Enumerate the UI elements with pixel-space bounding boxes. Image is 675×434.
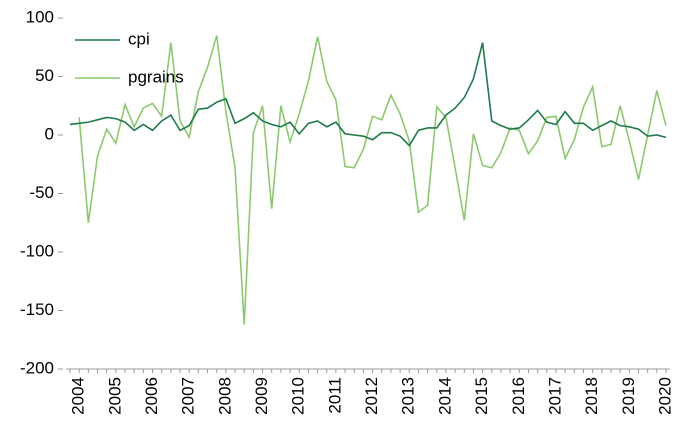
y-tick-label: 0: [45, 124, 54, 143]
x-tick-label: 2015: [472, 377, 491, 415]
y-tick-label: 50: [35, 66, 54, 85]
legend-label: pgrains: [128, 67, 184, 86]
x-tick-label: 2009: [252, 377, 271, 415]
x-tick-label: 2013: [399, 377, 418, 415]
x-tick-label: 2012: [362, 377, 381, 415]
x-tick-label: 2006: [142, 377, 161, 415]
series-line: [78, 35, 667, 325]
x-tick-label: 2017: [545, 377, 564, 415]
y-tick-label: 100: [26, 7, 54, 26]
x-tick-label: 2005: [105, 377, 124, 415]
x-tick-label: 2019: [619, 377, 638, 415]
y-tick-label: -150: [20, 300, 54, 319]
x-tick-label: 2020: [655, 377, 674, 415]
x-tick-label: 2008: [215, 377, 234, 415]
x-tick-label: 2010: [289, 377, 308, 415]
x-tick-label: 2016: [509, 377, 528, 415]
y-tick-label: -50: [29, 183, 54, 202]
x-tick-label: 2014: [435, 377, 454, 415]
legend-label: cpi: [128, 29, 150, 48]
series-line: [69, 42, 667, 147]
x-tick-label: 2004: [69, 377, 88, 415]
y-tick-label: -200: [20, 358, 54, 377]
x-tick-label: 2018: [582, 377, 601, 415]
x-tick-label: 2011: [325, 377, 344, 414]
y-tick-label: -100: [20, 241, 54, 260]
x-tick-label: 2007: [179, 377, 198, 415]
